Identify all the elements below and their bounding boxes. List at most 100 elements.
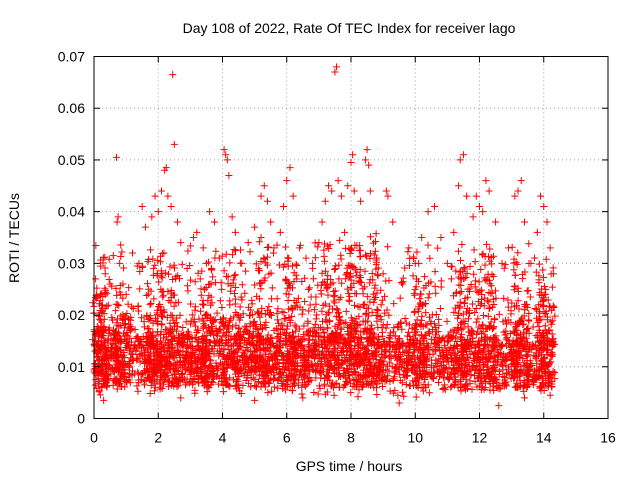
data-point — [424, 350, 432, 358]
data-point — [337, 255, 345, 263]
data-point — [288, 373, 296, 381]
data-point — [359, 341, 367, 349]
data-point — [162, 325, 170, 333]
data-point — [385, 311, 393, 319]
data-point — [522, 351, 530, 359]
data-point — [191, 322, 199, 330]
data-point — [539, 303, 547, 311]
data-point — [514, 249, 522, 257]
data-point — [447, 383, 455, 391]
data-point — [422, 309, 430, 317]
data-point — [360, 300, 368, 308]
data-point — [222, 151, 230, 159]
data-point — [361, 361, 369, 369]
data-point — [232, 382, 240, 390]
data-point — [268, 354, 276, 362]
data-point — [491, 316, 499, 324]
data-point — [344, 365, 352, 373]
data-point — [318, 341, 326, 349]
data-point — [102, 353, 110, 361]
data-point — [322, 316, 330, 324]
data-point — [201, 375, 209, 383]
data-point — [121, 314, 129, 322]
data-point — [539, 375, 547, 383]
data-point — [94, 324, 102, 332]
data-point — [408, 325, 416, 333]
data-point — [482, 333, 490, 341]
data-point — [523, 372, 531, 380]
data-point — [448, 382, 456, 390]
data-point — [241, 352, 249, 360]
data-point — [235, 324, 243, 332]
data-point — [459, 347, 467, 355]
data-point — [501, 374, 509, 382]
data-point — [224, 336, 232, 344]
data-point — [124, 300, 132, 308]
data-point — [393, 353, 401, 361]
data-point — [324, 309, 332, 317]
data-point — [150, 336, 158, 344]
data-point — [540, 274, 548, 282]
data-point — [203, 332, 211, 340]
data-point — [194, 326, 202, 334]
data-point — [535, 276, 543, 284]
data-point — [454, 360, 462, 368]
data-point — [169, 379, 177, 387]
data-point — [187, 317, 195, 325]
data-point — [94, 330, 102, 338]
data-point — [509, 353, 517, 361]
data-point — [100, 396, 108, 404]
data-point — [499, 366, 507, 374]
data-point — [95, 338, 103, 346]
data-point — [305, 307, 313, 315]
data-point — [239, 348, 247, 356]
data-point — [314, 243, 322, 251]
data-point — [464, 323, 472, 331]
data-point — [480, 311, 488, 319]
data-point — [509, 341, 517, 349]
data-point — [284, 284, 292, 292]
data-point — [511, 192, 519, 200]
data-point — [410, 253, 418, 261]
data-point — [549, 270, 557, 278]
data-point — [354, 321, 362, 329]
data-point — [348, 262, 356, 270]
data-point — [485, 187, 493, 195]
data-point — [363, 252, 371, 260]
data-point — [117, 369, 125, 377]
data-point — [199, 339, 207, 347]
data-point — [256, 321, 264, 329]
data-point — [447, 275, 455, 283]
data-point — [536, 371, 544, 379]
data-point — [125, 284, 133, 292]
data-point — [329, 352, 337, 360]
data-point — [160, 308, 168, 316]
data-point — [343, 379, 351, 387]
data-point — [306, 284, 314, 292]
data-point — [435, 366, 443, 374]
data-point — [96, 391, 104, 399]
data-point — [218, 304, 226, 312]
data-point — [134, 337, 142, 345]
data-point — [250, 317, 258, 325]
data-point — [159, 291, 167, 299]
data-point — [293, 261, 301, 269]
data-point — [331, 265, 339, 273]
data-point — [457, 275, 465, 283]
data-point — [320, 333, 328, 341]
data-point — [398, 325, 406, 333]
data-point — [326, 342, 334, 350]
data-point — [418, 301, 426, 309]
data-point — [318, 218, 326, 226]
data-point — [352, 358, 360, 366]
data-point — [130, 342, 138, 350]
data-point — [469, 300, 477, 308]
data-point — [170, 302, 178, 310]
data-point — [263, 356, 271, 364]
data-point — [533, 314, 541, 322]
data-point — [512, 322, 520, 330]
data-point — [335, 275, 343, 283]
data-point — [428, 311, 436, 319]
data-point — [318, 269, 326, 277]
data-point — [231, 228, 239, 236]
